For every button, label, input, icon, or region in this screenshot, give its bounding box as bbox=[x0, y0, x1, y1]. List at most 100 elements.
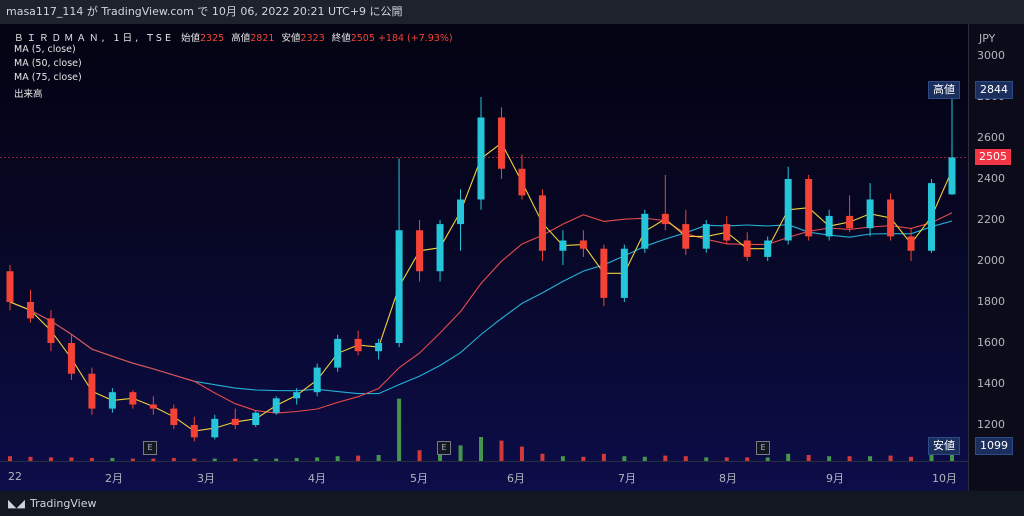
volume-bar bbox=[417, 450, 422, 461]
candle[interactable] bbox=[26, 289, 34, 323]
volume-bar bbox=[663, 455, 668, 461]
footer: ◣◢ TradingView bbox=[0, 491, 1024, 516]
price-tick-label: 1800 bbox=[977, 295, 1005, 308]
candle[interactable] bbox=[190, 416, 198, 442]
candle[interactable] bbox=[764, 236, 772, 261]
candle[interactable] bbox=[6, 265, 14, 311]
candle[interactable] bbox=[825, 209, 833, 241]
candle[interactable] bbox=[559, 230, 567, 266]
volume-bar bbox=[683, 456, 688, 461]
volume-bar bbox=[356, 455, 361, 461]
legend-ma75[interactable]: MA (75, close) bbox=[14, 72, 82, 83]
legend-close-label: 終値 bbox=[331, 33, 351, 44]
candle[interactable] bbox=[538, 189, 546, 261]
legend-ma5[interactable]: MA (5, close) bbox=[14, 44, 76, 55]
volume-bar bbox=[704, 457, 709, 461]
volume-bar bbox=[909, 456, 914, 461]
candle[interactable] bbox=[784, 166, 792, 245]
volume-bar bbox=[89, 458, 94, 461]
volume-bar bbox=[581, 456, 586, 461]
candle[interactable] bbox=[477, 97, 485, 210]
candle[interactable] bbox=[129, 390, 137, 409]
candle[interactable] bbox=[723, 215, 731, 245]
time-axis[interactable]: 22 2月 3月 4月 5月 6月 7月 8月 9月 10月 bbox=[0, 461, 968, 492]
candle[interactable] bbox=[375, 338, 383, 360]
high-tag-value: 2844 bbox=[975, 81, 1013, 99]
volume-bar bbox=[479, 437, 483, 461]
volume-bar bbox=[438, 451, 443, 461]
time-tick-label: 2月 bbox=[105, 472, 123, 485]
candle[interactable] bbox=[600, 244, 608, 307]
time-tick-label: 4月 bbox=[308, 472, 326, 485]
candle[interactable] bbox=[211, 414, 219, 440]
volume-bar bbox=[151, 458, 156, 461]
published-text: masa117_114 が TradingView.com で 10月 06, … bbox=[6, 5, 403, 18]
candle[interactable] bbox=[620, 244, 628, 302]
candle[interactable] bbox=[88, 367, 96, 415]
legend-volume[interactable]: 出来高 bbox=[14, 89, 43, 100]
candle[interactable] bbox=[948, 92, 956, 195]
candle[interactable] bbox=[395, 158, 403, 348]
candle[interactable] bbox=[682, 209, 690, 255]
volume-bar bbox=[765, 457, 770, 461]
candle[interactable] bbox=[149, 396, 157, 415]
time-tick-label: 5月 bbox=[410, 472, 428, 485]
chart-area[interactable]: ＢＩＲＤＭＡＮ, 1日, TSE 始値2325 高値2821 安値2323 終値… bbox=[0, 24, 1024, 491]
candle[interactable] bbox=[170, 404, 178, 430]
candle[interactable] bbox=[702, 220, 710, 253]
volume-bar bbox=[540, 453, 545, 461]
candle[interactable] bbox=[907, 228, 915, 261]
candle[interactable] bbox=[313, 363, 321, 397]
volume-bar bbox=[294, 458, 299, 461]
earnings-marker-3[interactable]: E bbox=[756, 441, 770, 455]
candle[interactable] bbox=[416, 220, 424, 282]
candle[interactable] bbox=[293, 388, 301, 405]
volume-bar bbox=[888, 455, 893, 461]
candle[interactable] bbox=[805, 174, 813, 241]
candle[interactable] bbox=[928, 179, 936, 253]
volume-bar bbox=[745, 457, 750, 461]
candle[interactable] bbox=[497, 107, 505, 179]
legend-close: 2505 bbox=[350, 33, 375, 44]
candle[interactable] bbox=[887, 193, 895, 241]
volume-bar bbox=[212, 458, 217, 461]
candle[interactable] bbox=[108, 388, 116, 413]
volume-bar bbox=[642, 456, 647, 461]
price-tick-label: 2200 bbox=[977, 213, 1005, 226]
candle[interactable] bbox=[47, 310, 55, 352]
price-axis[interactable]: JPY 300028002600240022002000180016001400… bbox=[968, 24, 1024, 491]
candle[interactable] bbox=[743, 232, 751, 261]
legend-ma50[interactable]: MA (50, close) bbox=[14, 58, 82, 69]
candle[interactable] bbox=[846, 195, 854, 233]
volume-bar bbox=[519, 446, 524, 461]
price-tick-label: 2400 bbox=[977, 172, 1005, 185]
earnings-marker-1[interactable]: E bbox=[143, 441, 157, 455]
tradingview-logo-icon[interactable]: ◣◢ bbox=[8, 497, 25, 510]
time-tick-label: 8月 bbox=[719, 472, 737, 485]
candle[interactable] bbox=[272, 396, 280, 415]
earnings-marker-2[interactable]: E bbox=[437, 441, 451, 455]
footer-brand[interactable]: TradingView bbox=[30, 497, 97, 510]
candle[interactable] bbox=[661, 174, 669, 231]
candle[interactable] bbox=[579, 230, 587, 257]
candle[interactable] bbox=[67, 334, 75, 380]
price-tick-label: 1400 bbox=[977, 377, 1005, 390]
ma75-line bbox=[9, 220, 953, 395]
candle[interactable] bbox=[231, 408, 239, 430]
volume-bar bbox=[130, 458, 135, 461]
legend-high-label: 高値 bbox=[231, 33, 251, 44]
price-tick-label: 2600 bbox=[977, 131, 1005, 144]
candle[interactable] bbox=[518, 154, 526, 200]
candle[interactable] bbox=[436, 220, 444, 282]
candle[interactable] bbox=[866, 183, 874, 237]
candle[interactable] bbox=[354, 330, 362, 356]
high-tag-label: 高値 bbox=[928, 81, 960, 99]
time-tick-label: 22 bbox=[8, 470, 22, 483]
candle[interactable] bbox=[641, 209, 649, 253]
candle[interactable] bbox=[457, 189, 465, 251]
price-tick-label: 1600 bbox=[977, 336, 1005, 349]
candle[interactable] bbox=[252, 410, 260, 428]
price-plot[interactable] bbox=[0, 24, 968, 461]
volume-bar bbox=[868, 456, 873, 461]
candle[interactable] bbox=[334, 334, 342, 372]
